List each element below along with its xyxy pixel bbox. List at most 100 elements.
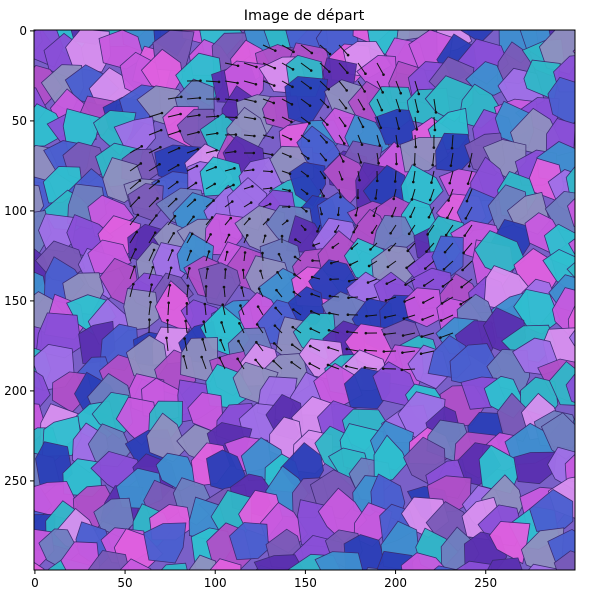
arrow <box>186 165 198 172</box>
arrow <box>262 116 274 121</box>
arrow <box>205 268 209 280</box>
arrow-head <box>383 316 387 319</box>
arrow <box>241 287 245 298</box>
arrow <box>262 152 273 156</box>
arrow <box>300 170 308 177</box>
arrow <box>386 278 397 285</box>
grain <box>565 165 575 202</box>
arrow <box>184 338 188 352</box>
arrow-head <box>212 199 215 202</box>
arrow <box>262 62 275 69</box>
arrow <box>442 278 454 287</box>
arrow-head <box>331 246 335 249</box>
arrow <box>148 284 153 298</box>
arrow <box>466 188 473 202</box>
arrow-head <box>253 134 256 138</box>
arrow-head <box>140 145 144 148</box>
arrow-head <box>372 214 376 217</box>
arrow <box>167 285 171 298</box>
arrow-head <box>165 336 168 340</box>
arrow <box>167 302 170 316</box>
arrow <box>395 80 402 94</box>
grain <box>60 541 101 570</box>
arrow <box>243 116 255 120</box>
arrow-head <box>358 178 361 182</box>
arrow-head <box>348 263 352 267</box>
arrow-head <box>322 194 325 198</box>
arrow-head <box>232 183 235 187</box>
arrow <box>300 62 312 71</box>
arrow <box>309 363 321 370</box>
arrow <box>391 206 397 217</box>
arrow-head <box>446 216 449 220</box>
arrow-head <box>271 119 275 122</box>
vector-field <box>129 44 473 372</box>
arrow <box>243 98 256 103</box>
arrow <box>395 134 399 147</box>
arrow <box>450 152 454 166</box>
arrow <box>224 234 230 244</box>
arrow <box>338 62 348 74</box>
arrow-head <box>177 146 181 150</box>
arrow-head <box>365 297 369 301</box>
arrow <box>167 130 181 136</box>
arrow-head <box>377 161 380 165</box>
arrow-head <box>432 146 436 149</box>
arrow-head <box>209 233 212 236</box>
arrow-head <box>329 261 333 265</box>
arrow-head <box>272 101 276 105</box>
arrow-head <box>151 265 155 269</box>
arrow <box>365 349 378 352</box>
arrow-head <box>274 49 277 52</box>
arrow <box>258 288 264 298</box>
arrow-head <box>173 214 177 218</box>
arrow-head <box>219 338 222 342</box>
arrow <box>275 307 283 316</box>
arrow <box>203 321 207 334</box>
arrow <box>220 339 226 352</box>
arrow-head <box>133 265 136 269</box>
arrow <box>167 147 180 154</box>
arrow-head <box>303 228 307 231</box>
arrow <box>186 216 194 226</box>
arrow-head <box>178 129 182 133</box>
arrow-head <box>207 250 211 253</box>
arrow-head <box>397 127 401 130</box>
arrow-head <box>364 331 368 335</box>
arrow-head <box>204 285 208 288</box>
arrow <box>367 278 378 283</box>
arrow-head <box>268 202 272 206</box>
arrow-head <box>439 319 443 322</box>
arrow <box>337 206 340 215</box>
arrow-head <box>370 231 374 234</box>
arrow-head <box>153 231 157 234</box>
arrow <box>224 184 234 190</box>
arrow-head <box>245 234 249 237</box>
arrow <box>148 180 159 190</box>
arrow <box>464 224 473 236</box>
arrow <box>414 134 417 147</box>
arrow <box>414 116 418 130</box>
arrow-head <box>225 250 229 254</box>
arrow <box>148 129 162 136</box>
arrow-head <box>261 251 264 255</box>
grain <box>564 453 575 482</box>
arrow <box>221 322 226 334</box>
arrow-head <box>326 123 329 126</box>
arrow <box>242 270 245 280</box>
arrow <box>281 62 294 70</box>
arrow <box>201 356 207 370</box>
arrow <box>205 183 215 190</box>
arrow <box>433 98 437 113</box>
arrow <box>390 224 397 234</box>
arrow <box>357 170 361 181</box>
arrow <box>368 260 378 267</box>
grain <box>578 3 600 43</box>
arrow <box>319 116 328 125</box>
arrow <box>300 44 313 54</box>
y-tick-label: 250 <box>4 474 27 488</box>
arrow-head <box>419 352 423 356</box>
arrow-head <box>155 214 158 217</box>
arrow <box>186 97 200 100</box>
arrow <box>300 80 311 89</box>
